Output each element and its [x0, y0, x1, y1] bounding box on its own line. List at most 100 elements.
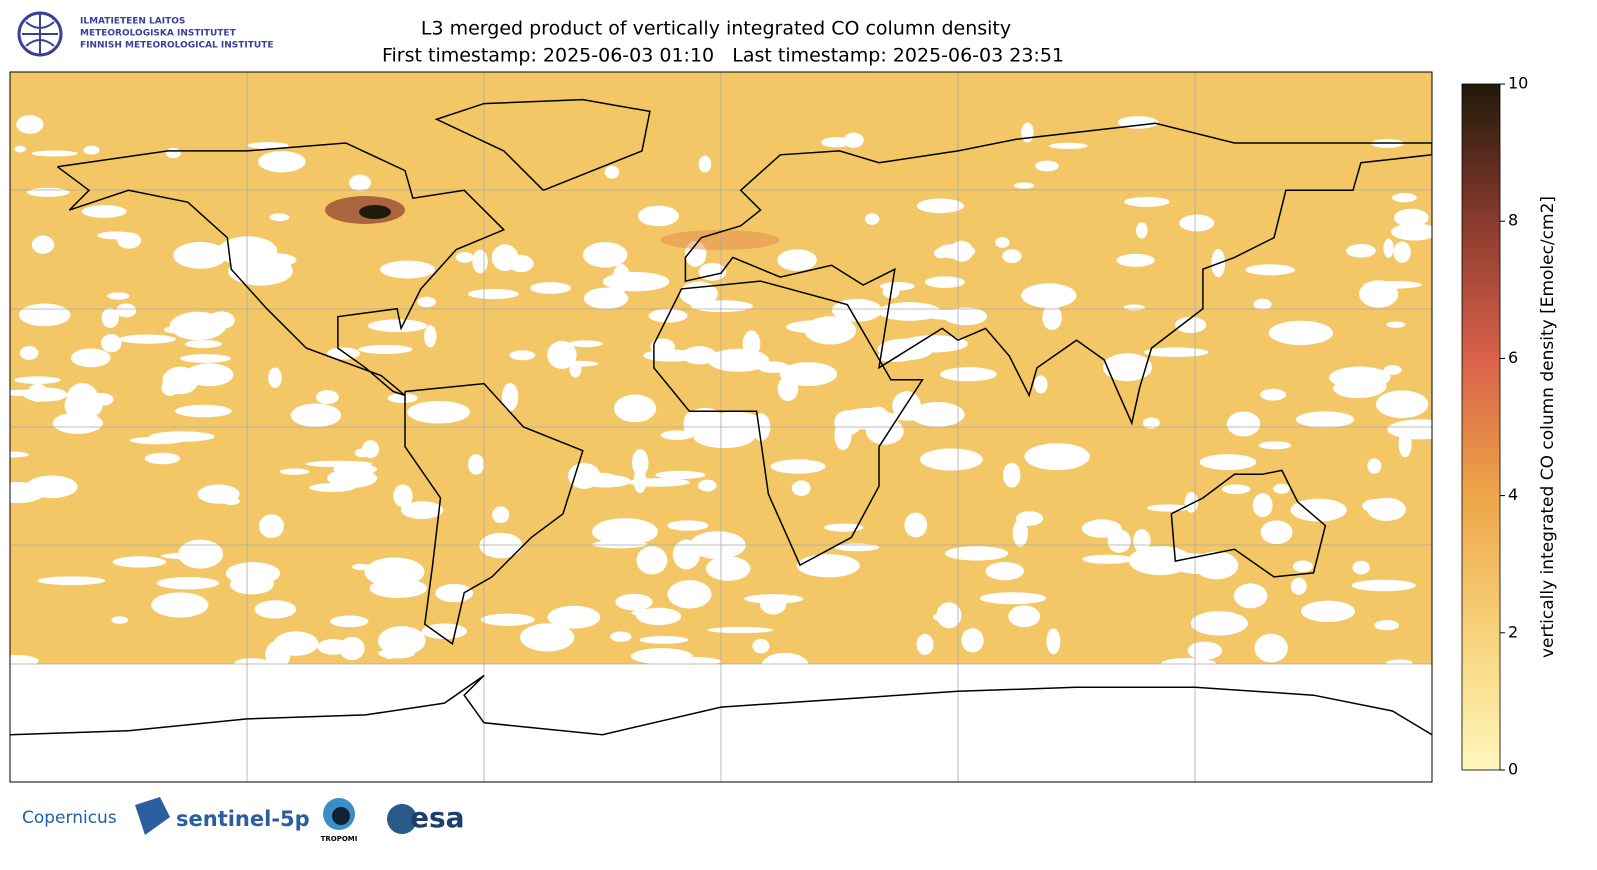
- data-gap: [904, 512, 928, 538]
- data-gap: [1273, 483, 1290, 494]
- data-gap: [1222, 484, 1251, 495]
- data-gap: [698, 155, 712, 173]
- colorbar-tick-label: 10: [1508, 74, 1528, 93]
- data-gap: [864, 213, 880, 225]
- data-gap: [655, 470, 706, 480]
- data-gap: [407, 400, 471, 424]
- data-gap: [169, 311, 226, 341]
- data-gap: [667, 580, 712, 609]
- data-gap: [480, 613, 535, 626]
- footer-logos: Copernicus sentinel-5p TROPOMI esa: [22, 797, 465, 843]
- data-gap: [19, 346, 39, 360]
- data-gap: [1008, 605, 1041, 628]
- map: [10, 72, 1432, 782]
- data-gap: [834, 420, 852, 451]
- data-gap: [1292, 560, 1313, 573]
- colorbar-tick-label: 6: [1508, 348, 1518, 367]
- satellite-icon: [135, 797, 170, 835]
- data-gap: [1136, 222, 1148, 239]
- data-gap: [1301, 600, 1355, 623]
- data-gap: [1367, 458, 1382, 474]
- data-gap: [354, 448, 371, 458]
- data-gap: [1245, 264, 1295, 276]
- data-gap: [705, 556, 751, 581]
- data-gap: [468, 288, 519, 300]
- data-gap: [1021, 283, 1077, 308]
- data-gap: [1133, 529, 1151, 553]
- title: L3 merged product of vertically integrat…: [421, 18, 1011, 40]
- coastline: [1170, 469, 1327, 578]
- logo-sentinel: sentinel-5p: [176, 807, 310, 831]
- data-gap: [1260, 520, 1293, 545]
- data-gap: [1142, 417, 1160, 429]
- data-gap: [1179, 214, 1215, 232]
- data-gap: [501, 382, 519, 412]
- data-gap: [1352, 560, 1370, 575]
- data-gap: [258, 253, 297, 267]
- data-gap: [1081, 519, 1122, 538]
- data-gap: [707, 626, 774, 634]
- data-gap: [479, 532, 523, 559]
- data-gap: [509, 350, 536, 361]
- data-gap: [865, 417, 904, 445]
- data-gap: [180, 354, 231, 363]
- data-gap: [358, 344, 413, 354]
- data-gap: [327, 347, 361, 360]
- data-gap: [1386, 321, 1406, 328]
- data-gap: [100, 334, 122, 353]
- data-gap: [1252, 493, 1273, 518]
- coastline: [56, 142, 506, 397]
- data-gap: [66, 383, 99, 413]
- data-gap: [166, 147, 181, 159]
- data-gap: [26, 187, 70, 197]
- data-gap: [1226, 411, 1261, 437]
- data-gap: [31, 235, 55, 254]
- data-gap: [1082, 554, 1134, 564]
- data-gap: [1254, 633, 1288, 663]
- data-gap: [604, 165, 620, 179]
- data-gap: [101, 307, 119, 328]
- data-gap: [367, 319, 428, 333]
- data-gap: [269, 213, 290, 222]
- data-gap: [884, 304, 898, 316]
- data-gap: [1383, 365, 1402, 375]
- data-gap: [553, 360, 599, 367]
- data-gap: [612, 264, 631, 293]
- data-gap: [173, 241, 228, 269]
- data-gap: [258, 151, 306, 173]
- data-gap: [804, 316, 857, 345]
- data-gap: [273, 631, 319, 656]
- data-gap: [667, 520, 709, 531]
- data-gap: [1123, 304, 1145, 311]
- data-gap: [1290, 577, 1307, 595]
- data-gap: [16, 115, 44, 134]
- data-gap: [468, 454, 485, 475]
- data-gap: [129, 436, 185, 445]
- data-gap: [821, 137, 851, 148]
- data-gap: [1398, 430, 1412, 458]
- data-gap: [14, 376, 61, 384]
- data-gap: [268, 367, 282, 388]
- data-gap: [144, 452, 181, 465]
- institute-logo: ILMATIETEEN LAITOS METEOROLOGISKA INSTIT…: [17, 11, 274, 57]
- data-gap: [1290, 498, 1347, 522]
- data-gap: [1391, 223, 1432, 241]
- data-gap: [380, 260, 436, 279]
- data-gap: [156, 576, 219, 590]
- map-frame: [9, 71, 1433, 783]
- coastline: [653, 280, 924, 567]
- data-gap: [14, 145, 26, 153]
- data-gap: [1116, 253, 1155, 267]
- data-gap: [1002, 249, 1022, 264]
- data-gap: [455, 252, 474, 263]
- colorbar-tick-label: 0: [1508, 760, 1518, 779]
- data-gap: [1102, 353, 1153, 382]
- data-gap: [222, 497, 240, 506]
- data-gap: [639, 635, 689, 644]
- subtitle: First timestamp: 2025-06-03 01:10 Last t…: [382, 45, 1064, 67]
- data-gap: [1346, 243, 1376, 258]
- data-gap: [352, 563, 371, 571]
- coastline: [684, 122, 1432, 426]
- data-gap: [1013, 182, 1035, 189]
- data-gap: [631, 608, 669, 617]
